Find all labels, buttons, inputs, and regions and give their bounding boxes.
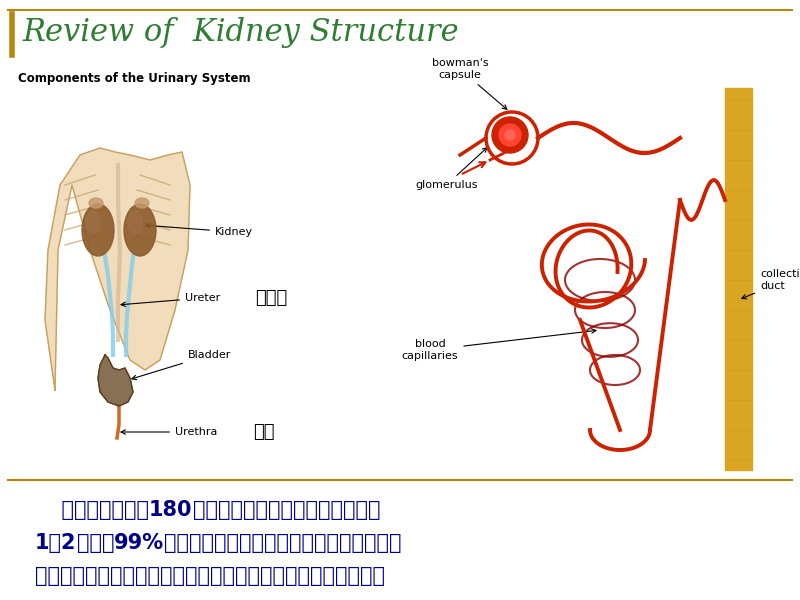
Text: 的原尿在肾小管被再吸收。常用的利尿药多: 的原尿在肾小管被再吸收。常用的利尿药多 [164, 533, 402, 553]
Text: 升原尿，进入输尿管的终尿每日仅: 升原尿，进入输尿管的终尿每日仅 [193, 500, 380, 520]
Ellipse shape [135, 198, 149, 208]
Text: 输尿管: 输尿管 [255, 289, 287, 307]
Text: glomerulus: glomerulus [415, 148, 487, 190]
Text: 99%: 99% [114, 533, 164, 553]
Ellipse shape [124, 204, 156, 256]
Text: 升，约: 升，约 [77, 533, 114, 553]
Text: 1～2: 1～2 [35, 533, 77, 553]
Circle shape [499, 124, 521, 146]
Ellipse shape [86, 211, 100, 233]
Ellipse shape [89, 198, 103, 208]
Polygon shape [98, 355, 133, 406]
Text: bowman's
capsule: bowman's capsule [432, 58, 507, 109]
Circle shape [505, 130, 515, 140]
Ellipse shape [82, 204, 114, 256]
Circle shape [492, 117, 528, 153]
Text: 正常人每日形成: 正常人每日形成 [35, 500, 149, 520]
Text: Urethra: Urethra [121, 427, 218, 437]
Text: blood
capillaries: blood capillaries [402, 329, 596, 361]
Text: Kidney: Kidney [146, 223, 253, 237]
Text: 180: 180 [149, 500, 193, 520]
Text: Bladder: Bladder [132, 350, 231, 380]
Text: Review of  Kidney Structure: Review of Kidney Structure [22, 17, 458, 48]
Text: Ureter: Ureter [121, 293, 220, 307]
Text: Components of the Urinary System: Components of the Urinary System [18, 72, 250, 85]
Text: 尿道: 尿道 [253, 423, 274, 441]
Text: collecting
duct: collecting duct [742, 269, 800, 299]
Polygon shape [45, 148, 190, 390]
Ellipse shape [128, 211, 142, 233]
Text: 数是通过减少肾小管对电解质及水的再吸收而发挥利尿作用的。: 数是通过减少肾小管对电解质及水的再吸收而发挥利尿作用的。 [35, 566, 385, 586]
